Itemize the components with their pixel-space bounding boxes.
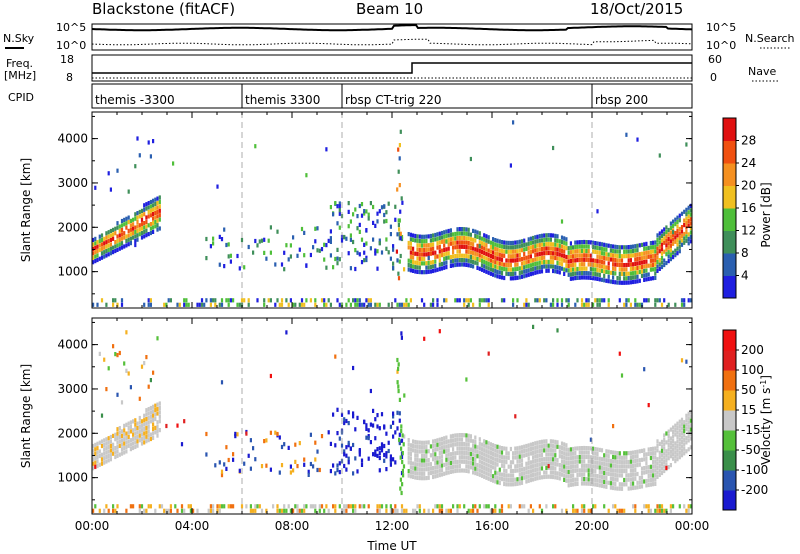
freq-label: Freq. [6, 57, 33, 70]
freq-unit-label: [MHz] [4, 69, 36, 82]
nsearch-line [91, 38, 693, 46]
colorbar-tick-label: -100 [741, 463, 768, 477]
colorbar-tick-label: 24 [741, 156, 756, 170]
x-tick-label: 00:00 [675, 519, 710, 533]
freq-tick-low: 8 [66, 71, 73, 84]
nsearch-label: N.Search [745, 32, 795, 45]
velocity-x-ticks: 00:00 04:00 08:00 12:00 16:00 20:00 00:00 [75, 318, 710, 533]
colorbar-segment [723, 390, 736, 411]
nsky-label: N.Sky [3, 32, 35, 45]
noise-panel: 10^5 10^0 10^5 10^0 N.Sky N.Search [3, 21, 795, 52]
colorbar-tick-label: 28 [741, 134, 756, 148]
velocity-data-cells [92, 324, 692, 513]
colorbar-tick-label: 100 [741, 363, 764, 377]
colorbar-tick-label: 200 [741, 343, 764, 357]
colorbar-segment [723, 350, 736, 371]
y-tick-label: 4000 [57, 338, 88, 352]
colorbar-tick-label: 50 [741, 383, 756, 397]
x-tick-label: 08:00 [275, 519, 310, 533]
cpid-label: CPID [8, 91, 34, 104]
x-tick-label: 20:00 [575, 519, 610, 533]
colorbar-segment [723, 140, 736, 164]
power-panel: 1000 2000 3000 4000 Slant Range [km] [19, 111, 693, 309]
colorbar-segment [723, 490, 736, 511]
velocity-cbar-label: Velocity [m s-1] [759, 375, 774, 465]
colorbar-segment [723, 330, 736, 351]
station-title: Blackstone (fitACF) [92, 0, 235, 18]
nave-tick-high: 60 [708, 53, 722, 66]
colorbar-segment [723, 430, 736, 451]
y-tick-label: 1000 [57, 265, 88, 279]
y-tick-label: 3000 [57, 176, 88, 190]
colorbar-segment [723, 370, 736, 391]
y-tick-label: 4000 [57, 132, 88, 146]
xaxis-label: Time UT [366, 539, 417, 553]
colorbar-tick-label: 15 [741, 403, 756, 417]
velocity-colorbar: Velocity [m s-1] 200 100 50 15 -15 -50 -100 -20… [722, 329, 774, 511]
beam-title: Beam 10 [356, 0, 423, 18]
x-tick-label: 16:00 [475, 519, 510, 533]
y-tick-label: 2000 [57, 426, 88, 440]
colorbar-segment [723, 185, 736, 209]
cpid-segment-label: themis 3300 [245, 93, 320, 107]
power-y-ticks: 1000 2000 3000 4000 [57, 115, 692, 295]
nave-label: Nave [748, 65, 776, 78]
power-ylabel: Slant Range [km] [19, 158, 33, 262]
noise-tick-low-left: 10^0 [56, 39, 86, 52]
freq-tick-high: 18 [60, 53, 74, 66]
x-tick-label: 04:00 [175, 519, 210, 533]
colorbar-segment [723, 450, 736, 471]
power-data-cells [92, 120, 692, 307]
nsky-line [91, 23, 693, 32]
colorbar-segment [723, 163, 736, 186]
colorbar-tick-label: 20 [741, 179, 756, 193]
power-x-ticks [91, 112, 693, 308]
colorbar-segment [723, 118, 736, 141]
noise-tick-high-right: 10^5 [706, 21, 736, 34]
y-tick-label: 3000 [57, 382, 88, 396]
nave-tick-low: 0 [710, 71, 717, 84]
date-title: 18/Oct/2015 [590, 0, 683, 18]
freq-nave-panel: 18 8 60 0 Freq. [MHz] Nave CPID [4, 53, 780, 104]
colorbar-segment [723, 253, 736, 276]
colorbar-tick-label: -200 [741, 483, 768, 497]
x-tick-label: 12:00 [375, 519, 410, 533]
y-tick-label: 2000 [57, 220, 88, 234]
colorbar-tick-label: 12 [741, 224, 756, 238]
colorbar-tick-label: 8 [741, 246, 749, 260]
velocity-panel: 1000 2000 3000 4000 00:00 04:00 08:00 12:00 16:… [19, 317, 710, 553]
cpid-bar: themis -3300 themis 3300 rbsp CT-trig 220 r… [91, 83, 693, 109]
velocity-y-ticks: 1000 2000 3000 4000 [57, 321, 692, 501]
noise-tick-low-right: 10^0 [706, 39, 736, 52]
power-colorbar: Power [dB] 4 8 12 16 20 24 28 [722, 117, 773, 299]
colorbar-segment [723, 470, 736, 491]
colorbar-segment [723, 275, 736, 299]
power-cpid-dividers [241, 112, 593, 308]
power-cbar-label: Power [dB] [759, 182, 773, 247]
freq-line [92, 62, 692, 74]
y-tick-label: 1000 [57, 471, 88, 485]
noise-tick-high-left: 10^5 [56, 21, 86, 34]
colorbar-segment [723, 410, 736, 431]
cpid-segment-label: themis -3300 [95, 93, 175, 107]
cpid-segment-label: rbsp CT-trig 220 [345, 93, 441, 107]
colorbar-segment [723, 208, 736, 231]
x-tick-label: 00:00 [75, 519, 110, 533]
velocity-cpid-dividers [241, 318, 593, 514]
colorbar-tick-label: 4 [741, 269, 749, 283]
cpid-segment-label: rbsp 200 [595, 93, 648, 107]
velocity-ylabel: Slant Range [km] [19, 364, 33, 468]
colorbar-tick-label: 16 [741, 201, 756, 215]
colorbar-segment [723, 230, 736, 254]
colorbar-tick-label: -15 [741, 423, 761, 437]
colorbar-tick-label: -50 [741, 443, 761, 457]
